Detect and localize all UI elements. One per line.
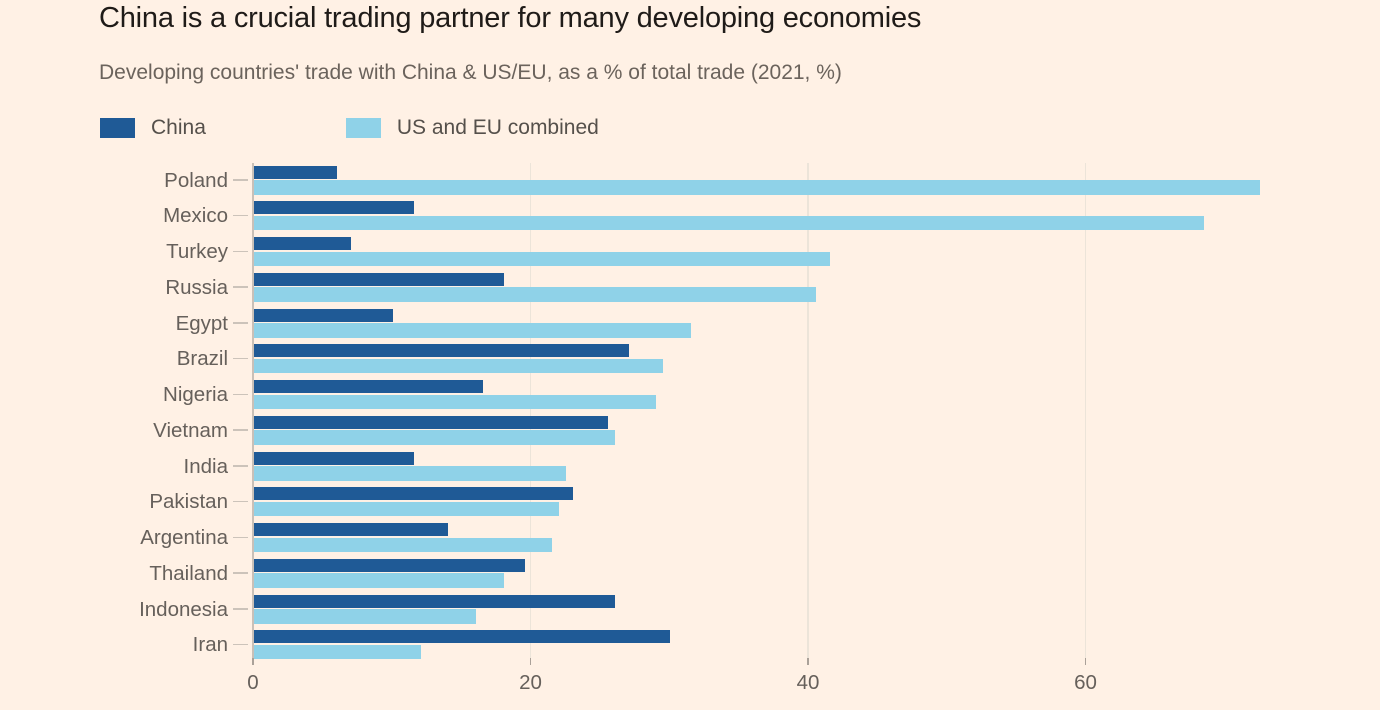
category-tick-dash: [233, 608, 248, 610]
legend-item-us-eu: US and EU combined: [345, 116, 599, 140]
category-label: Vietnam: [153, 418, 228, 442]
category-label: Russia: [165, 275, 228, 299]
bar-us-eu: [254, 644, 421, 660]
category-tick-dash: [233, 500, 248, 503]
category-label: Nigeria: [163, 383, 228, 406]
category-label: Poland: [164, 168, 228, 192]
category-tick-dash: [233, 429, 248, 431]
legend-label-us-eu: US and EU combined: [396, 116, 599, 139]
bar-china: [254, 558, 525, 572]
bar-us-eu: [254, 430, 615, 445]
us-eu-swatch-icon: [345, 118, 381, 138]
gridline: [807, 162, 809, 658]
category-tick-dash: [233, 322, 248, 324]
bar-china: [254, 308, 393, 322]
bar-china: [254, 237, 352, 250]
bar-us-eu: [254, 466, 567, 481]
category-tick-dash: [233, 465, 248, 467]
category-tick-dash: [233, 393, 248, 395]
china-swatch-icon: [100, 118, 135, 138]
bar-china: [254, 630, 671, 644]
bar-us-eu: [254, 251, 830, 266]
bar-us-eu: [254, 573, 504, 588]
bar-china: [254, 487, 574, 501]
bar-us-eu: [254, 287, 816, 302]
category-label: Thailand: [149, 561, 228, 585]
x-axis-tick-label: 60: [1074, 671, 1097, 694]
bar-us-eu: [254, 358, 664, 374]
category-label: Mexico: [163, 204, 228, 228]
bar-china: [254, 380, 483, 393]
x-axis-tick: [252, 658, 254, 665]
legend-item-china: China: [100, 116, 206, 140]
bar-china: [254, 272, 504, 286]
category-label: Iran: [192, 633, 228, 657]
bar-us-eu: [254, 609, 476, 624]
category-label: Brazil: [176, 347, 228, 371]
legend-label-china: China: [151, 116, 206, 139]
gridline: [1084, 162, 1087, 658]
x-axis-tick-label: 40: [796, 671, 820, 694]
zero-gridline: [252, 162, 254, 658]
category-label: Egypt: [175, 311, 228, 335]
x-axis-tick: [529, 658, 532, 665]
category-tick-dash: [233, 179, 248, 181]
chart-legend: China US and EU combined: [100, 116, 599, 140]
category-label: Pakistan: [149, 490, 228, 514]
category-label: Indonesia: [139, 597, 228, 621]
bar-us-eu: [254, 394, 657, 409]
category-label: Argentina: [140, 526, 228, 549]
category-tick-dash: [233, 643, 248, 646]
category-tick-dash: [233, 286, 248, 288]
bar-us-eu: [254, 537, 553, 552]
gridline: [529, 162, 532, 658]
category-label: Turkey: [166, 240, 228, 263]
chart-title: China is a crucial trading partner for m…: [99, 2, 922, 34]
bar-china: [254, 594, 615, 608]
bar-china: [254, 201, 414, 215]
category-tick-dash: [233, 214, 248, 217]
bar-us-eu: [254, 215, 1205, 231]
x-axis-tick: [1084, 658, 1087, 665]
category-tick-dash: [233, 357, 248, 360]
x-axis-tick: [807, 658, 809, 665]
category-label: India: [183, 454, 228, 478]
x-axis-tick-label: 0: [247, 671, 259, 694]
bar-china: [254, 165, 338, 179]
bar-china: [254, 344, 629, 358]
bar-china: [254, 451, 414, 465]
bar-us-eu: [254, 323, 692, 338]
x-axis-tick-label: 20: [519, 671, 542, 694]
category-tick-dash: [233, 536, 248, 538]
bar-china: [254, 415, 608, 429]
bar-us-eu: [254, 501, 560, 517]
category-tick-dash: [233, 572, 248, 574]
bar-china: [254, 523, 449, 536]
category-tick-dash: [233, 250, 248, 252]
chart-subtitle: Developing countries' trade with China &…: [99, 61, 842, 84]
bar-us-eu: [254, 180, 1260, 195]
